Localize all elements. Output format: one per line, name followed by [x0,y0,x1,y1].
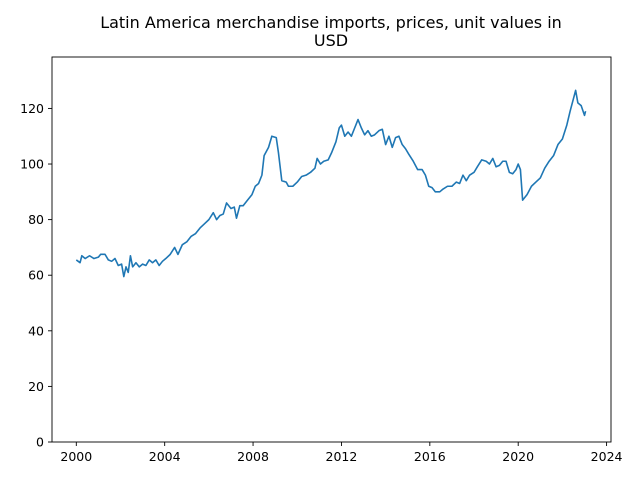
x-tick-label-2016: 2016 [414,449,446,464]
y-tick-label-120: 120 [20,101,44,116]
y-tick-label-40: 40 [28,323,44,338]
series-line-0 [75,89,587,278]
x-tick-label-2024: 2024 [591,449,623,464]
y-tick-label-80: 80 [28,212,44,227]
y-tick-label-20: 20 [28,379,44,394]
y-tick-label-0: 0 [36,435,44,450]
x-tick-label-2008: 2008 [237,449,269,464]
x-tick-label-2004: 2004 [149,449,181,464]
chart-title-line-1: Latin America merchandise imports, price… [100,13,562,32]
x-tick-label-2012: 2012 [326,449,358,464]
y-tick-label-100: 100 [20,157,44,172]
axes-frame [51,56,612,443]
y-tick-label-60: 60 [28,268,44,283]
plot-area: 2000 2004 2008 2012 2016 2020 2024 0 20 40 60 80 100… [20,56,623,464]
x-tick-label-2020: 2020 [502,449,534,464]
x-tick-label-2000: 2000 [60,449,92,464]
chart-title-line-2: USD [314,31,348,50]
